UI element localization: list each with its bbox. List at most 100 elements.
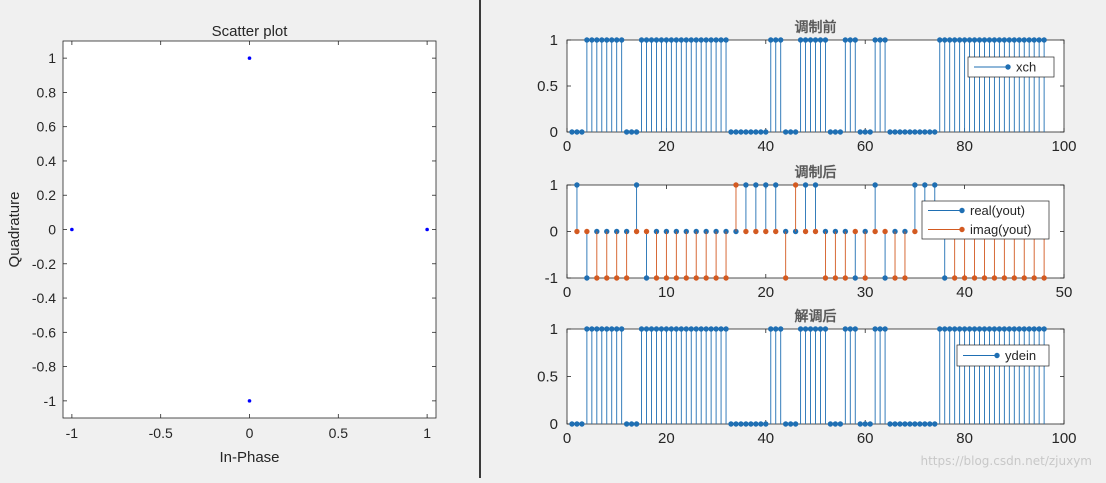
legend-marker [959, 226, 965, 233]
stem-marker [683, 37, 689, 43]
stem-marker [852, 37, 858, 43]
stem-marker [946, 37, 953, 43]
stem-marker [718, 37, 724, 43]
stem-marker [837, 421, 844, 427]
stem-marker [787, 129, 794, 135]
stem-marker [1011, 326, 1017, 332]
stem-marker [797, 37, 804, 43]
stem-marker [728, 421, 734, 427]
stem-marker [1001, 37, 1008, 43]
y-tick-label: -0.8 [32, 359, 56, 375]
stem-marker [951, 37, 958, 43]
stem-marker [802, 326, 809, 332]
stem-marker [733, 182, 739, 188]
stem-marker [713, 326, 719, 332]
stem-marker [812, 182, 819, 188]
stem-marker [862, 275, 868, 281]
stem-marker [688, 326, 694, 332]
stem-marker [897, 129, 903, 135]
stem-marker [703, 326, 709, 332]
stem-marker [912, 182, 918, 188]
stem-marker [1036, 326, 1042, 332]
x-tick-label: 40 [757, 138, 774, 155]
stem-marker [882, 37, 888, 43]
stem-marker [1011, 37, 1017, 43]
stem-marker [618, 326, 625, 332]
stem-marker [1041, 275, 1047, 281]
stem-marker [822, 326, 829, 332]
stem-marker [852, 228, 858, 235]
stem-marker [996, 37, 1003, 43]
stem-marker [946, 326, 953, 332]
stem-marker [1031, 37, 1037, 43]
stem-marker [604, 326, 610, 332]
stem-marker [618, 37, 625, 43]
stem-marker [922, 182, 928, 188]
stem-marker [743, 182, 749, 188]
stem-marker [961, 326, 968, 332]
stem-marker [569, 421, 575, 427]
legend-box [967, 56, 1055, 78]
stem-marker [638, 326, 645, 332]
stem-marker [718, 326, 724, 332]
stem-marker [609, 37, 615, 43]
stem-marker [763, 421, 769, 427]
stem-marker [738, 421, 744, 427]
stem-marker [698, 326, 704, 332]
stem-marker [817, 326, 824, 332]
scatter-point [425, 227, 429, 232]
stem-marker [1021, 275, 1027, 281]
stem-marker [743, 129, 749, 135]
stem-marker [827, 129, 834, 135]
stem-marker [872, 228, 878, 235]
stem-marker [574, 129, 580, 135]
stem-marker [773, 37, 779, 43]
stem-marker [971, 275, 978, 281]
x-tick-label: 40 [956, 284, 973, 301]
stem-title: 调制前 [795, 19, 837, 36]
stem-marker [609, 326, 615, 332]
stem-marker [778, 37, 784, 43]
stem-marker [1001, 275, 1008, 281]
stem-marker [966, 37, 973, 43]
stem-marker [638, 37, 645, 43]
stem-marker [942, 326, 948, 332]
stem-marker [1026, 326, 1032, 332]
scatter-y-axis-label: Quadrature [6, 192, 23, 268]
stem-marker [907, 421, 913, 427]
stem-marker [653, 275, 660, 281]
stem-marker [599, 37, 605, 43]
stem-marker [867, 421, 873, 427]
stem-marker [827, 421, 834, 427]
x-tick-label: 80 [956, 430, 973, 447]
stem-marker [832, 275, 839, 281]
x-tick-label: 40 [757, 430, 774, 447]
scatter-figure: -1 -0.5 0 0.5 1 1 0.8 0.6 0.4 0.2 0 -0.2 -0.4 -0.6 -0.… [0, 0, 478, 478]
y-tick-label: -0.2 [32, 256, 56, 272]
stem-marker [802, 228, 809, 235]
stem-marker [852, 326, 858, 332]
stem-marker [991, 37, 998, 43]
stem-marker [951, 326, 958, 332]
stem-marker [663, 275, 670, 281]
stem-marker [673, 37, 680, 43]
legend-marker [959, 207, 965, 214]
stem-marker [842, 37, 849, 43]
y-tick-label: 1 [550, 321, 558, 338]
stem-marker [604, 275, 610, 281]
x-tick-label: 0 [563, 284, 571, 301]
y-tick-label: -0.4 [32, 290, 56, 306]
stem-marker [728, 129, 734, 135]
stem-marker [1041, 37, 1047, 43]
stem-marker [912, 421, 918, 427]
stem-marker [922, 129, 928, 135]
y-tick-label: 0 [48, 222, 56, 238]
y-tick-label: 0.6 [37, 119, 57, 135]
x-tick-label: 20 [658, 430, 675, 447]
stem-marker [569, 129, 575, 135]
stem-marker [932, 421, 938, 427]
x-tick-label: 30 [857, 284, 874, 301]
stem-marker [832, 421, 839, 427]
stem-marker [837, 129, 844, 135]
